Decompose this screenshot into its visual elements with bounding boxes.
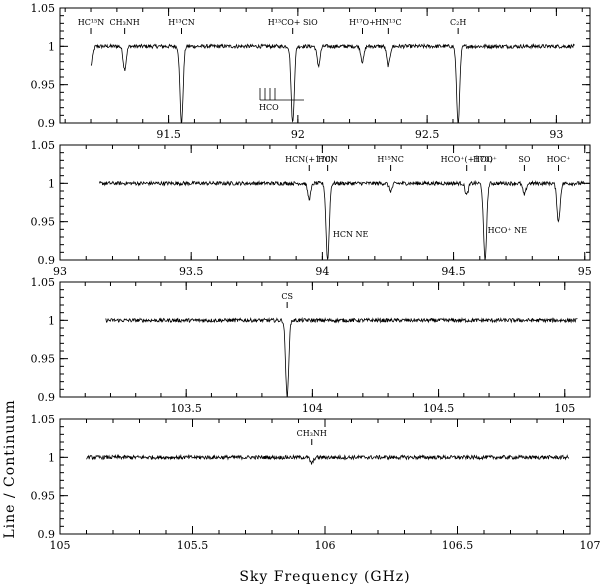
x-axis-title: Sky Frequency (GHz) xyxy=(239,569,410,585)
line-label: H¹³CN xyxy=(168,18,195,27)
spectrum-series xyxy=(90,43,575,123)
x-tick-label: 104 xyxy=(302,402,323,415)
x-tick-label: 107 xyxy=(580,539,600,552)
x-tick-label: 93 xyxy=(549,128,563,141)
panels-group: 0.9 0.95 1 1.05 91.5 92 92.5 93 HC¹⁵N CH₃NH H¹³CN H… xyxy=(31,2,600,552)
y-tick-label: 0.9 xyxy=(38,391,56,404)
line-label: HOC⁺ xyxy=(547,155,571,164)
y-tick-label: 0.95 xyxy=(31,216,56,229)
y-tick-label: 1 xyxy=(48,177,55,190)
y-tick-label: 0.95 xyxy=(31,79,56,92)
panel-frame xyxy=(59,7,591,124)
x-tick-label: 106.5 xyxy=(442,539,474,552)
line-label: CS xyxy=(281,292,293,301)
y-tick-label: 1 xyxy=(48,314,55,327)
line-label: HCO⁺(+170) xyxy=(441,155,493,164)
panel-4: 0.9 0.95 1 1.05 105 105.5 106 106.5 107 CH₃NH xyxy=(31,413,600,552)
x-tick-label: 95 xyxy=(578,265,592,278)
spectrum-series xyxy=(86,453,570,465)
panel-1: 0.9 0.95 1 1.05 91.5 92 92.5 93 HC¹⁵N CH₃NH H¹³CN H… xyxy=(31,2,591,141)
panel-frame xyxy=(59,281,591,398)
x-tick-label: 105.5 xyxy=(177,539,209,552)
x-tick-label: 92 xyxy=(291,128,305,141)
y-tick-label: 0.9 xyxy=(38,528,56,541)
y-tick-label: 1.05 xyxy=(31,413,56,426)
panel-3: 0.9 0.95 1 1.05 103.5 104 104.5 105 CS xyxy=(31,276,591,415)
y-tick-label: 1.05 xyxy=(31,276,56,289)
x-tick-label: 106 xyxy=(315,539,336,552)
line-label: H¹³CO+ SiO xyxy=(268,18,318,27)
line-label: HN¹³C xyxy=(375,18,402,27)
y-tick-label: 1 xyxy=(48,451,55,464)
panel-frame xyxy=(59,144,591,261)
x-tick-label: 94.5 xyxy=(441,265,466,278)
y-tick-label: 1 xyxy=(48,40,55,53)
hfs-label: HCO xyxy=(259,103,279,112)
line-label: CH₃NH xyxy=(109,18,139,27)
line-label: SO xyxy=(518,155,530,164)
y-tick-label: 0.95 xyxy=(31,490,56,503)
y-tick-label: 0.95 xyxy=(31,353,56,366)
line-label: HC¹⁵N xyxy=(78,18,105,27)
y-tick-label: 1.05 xyxy=(31,139,56,152)
x-tick-label: 93 xyxy=(53,265,67,278)
y-tick-label: 0.9 xyxy=(38,117,56,130)
spectrum-series xyxy=(105,316,578,397)
panel-2: 0.9 0.95 1 1.05 93 93.5 94 94.5 95 HCN(+170)HCN H¹… xyxy=(31,139,592,278)
line-label: CH₃NH xyxy=(297,429,327,438)
line-label: HCN(+170) xyxy=(285,155,333,164)
ne-label: HCN NE xyxy=(333,230,369,239)
y-axis-title: Line / Continuum xyxy=(2,399,18,538)
line-label: HCO⁺ xyxy=(473,155,497,164)
x-tick-label: 105 xyxy=(50,539,71,552)
spectrum-series xyxy=(98,179,586,260)
line-label: H¹⁵NC xyxy=(377,155,404,164)
x-tick-label: 93.5 xyxy=(179,265,204,278)
x-tick-label: 104.5 xyxy=(423,402,455,415)
ne-label: HCO⁺ NE xyxy=(488,226,527,235)
x-tick-label: 105 xyxy=(554,402,575,415)
x-tick-label: 103.5 xyxy=(170,402,202,415)
y-tick-label: 1.05 xyxy=(31,2,56,15)
line-label: C₂H xyxy=(450,18,466,27)
y-tick-label: 0.9 xyxy=(38,254,56,267)
x-tick-label: 91.5 xyxy=(156,128,181,141)
line-label: HCN xyxy=(318,155,338,164)
x-tick-label: 92.5 xyxy=(415,128,440,141)
x-tick-label: 94 xyxy=(315,265,329,278)
line-label: H¹⁷O+ xyxy=(349,18,376,27)
